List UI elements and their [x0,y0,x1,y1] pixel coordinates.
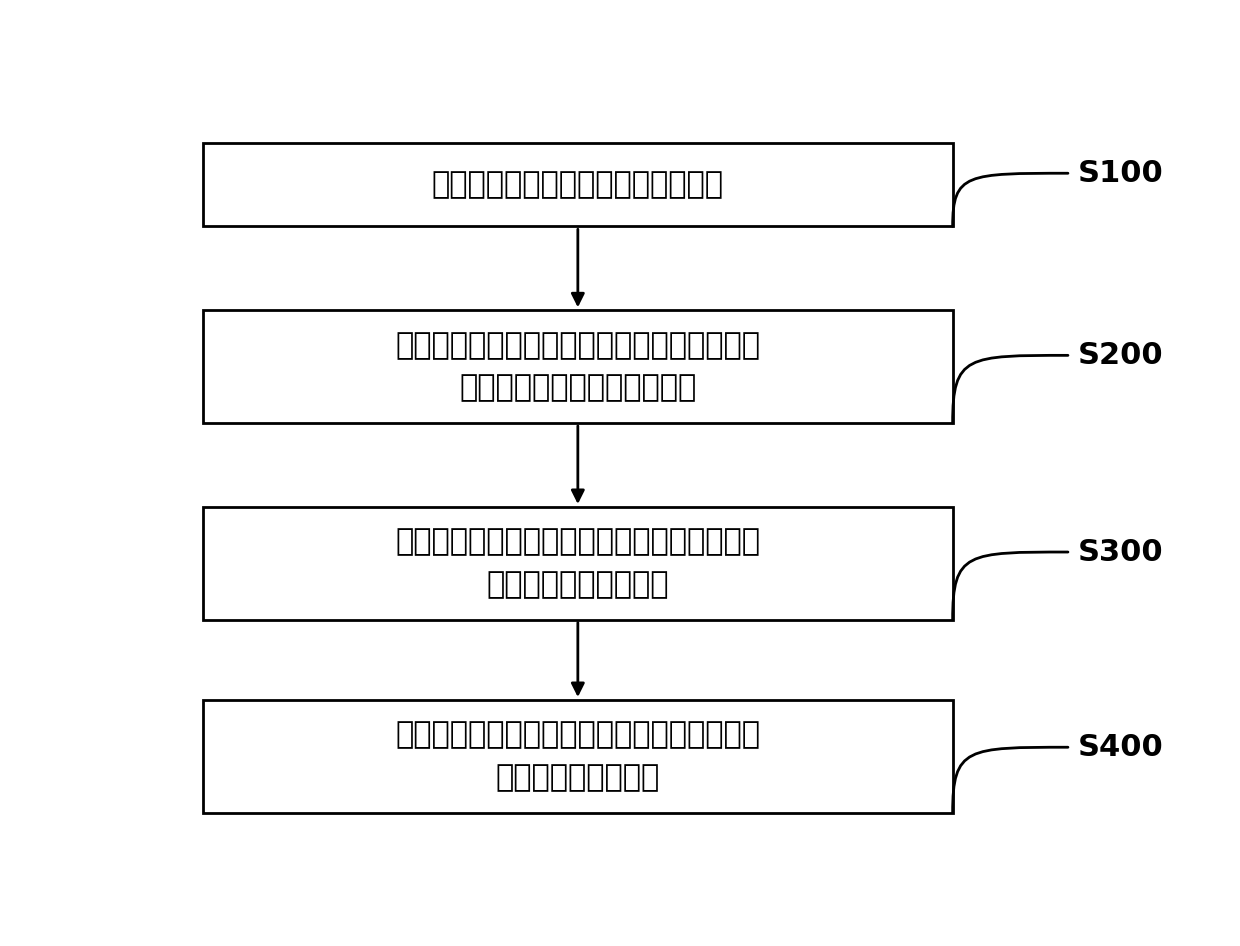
Text: S200: S200 [1078,341,1163,370]
Text: 检测待测电池内是否有待检气体漏出，以便获
知待测电池的密封性: 检测待测电池内是否有待检气体漏出，以便获 知待测电池的密封性 [396,721,760,792]
Text: 对待测电池预制件进行第一真空处理: 对待测电池预制件进行第一真空处理 [432,170,724,199]
Text: S100: S100 [1078,159,1163,187]
Text: S400: S400 [1078,733,1163,762]
Bar [203,143,952,226]
Text: 向待测电池预制件内充入待检气体后，对待测
电池预制件进行第二真空处理: 向待测电池预制件内充入待检气体后，对待测 电池预制件进行第二真空处理 [396,331,760,403]
Text: 对经过第二真空处理的待测电池预制件进行密
封处理，得到待测电池: 对经过第二真空处理的待测电池预制件进行密 封处理，得到待测电池 [396,528,760,599]
Bar [203,700,952,813]
Bar [203,507,952,620]
Text: S300: S300 [1078,537,1163,567]
Bar [203,310,952,423]
